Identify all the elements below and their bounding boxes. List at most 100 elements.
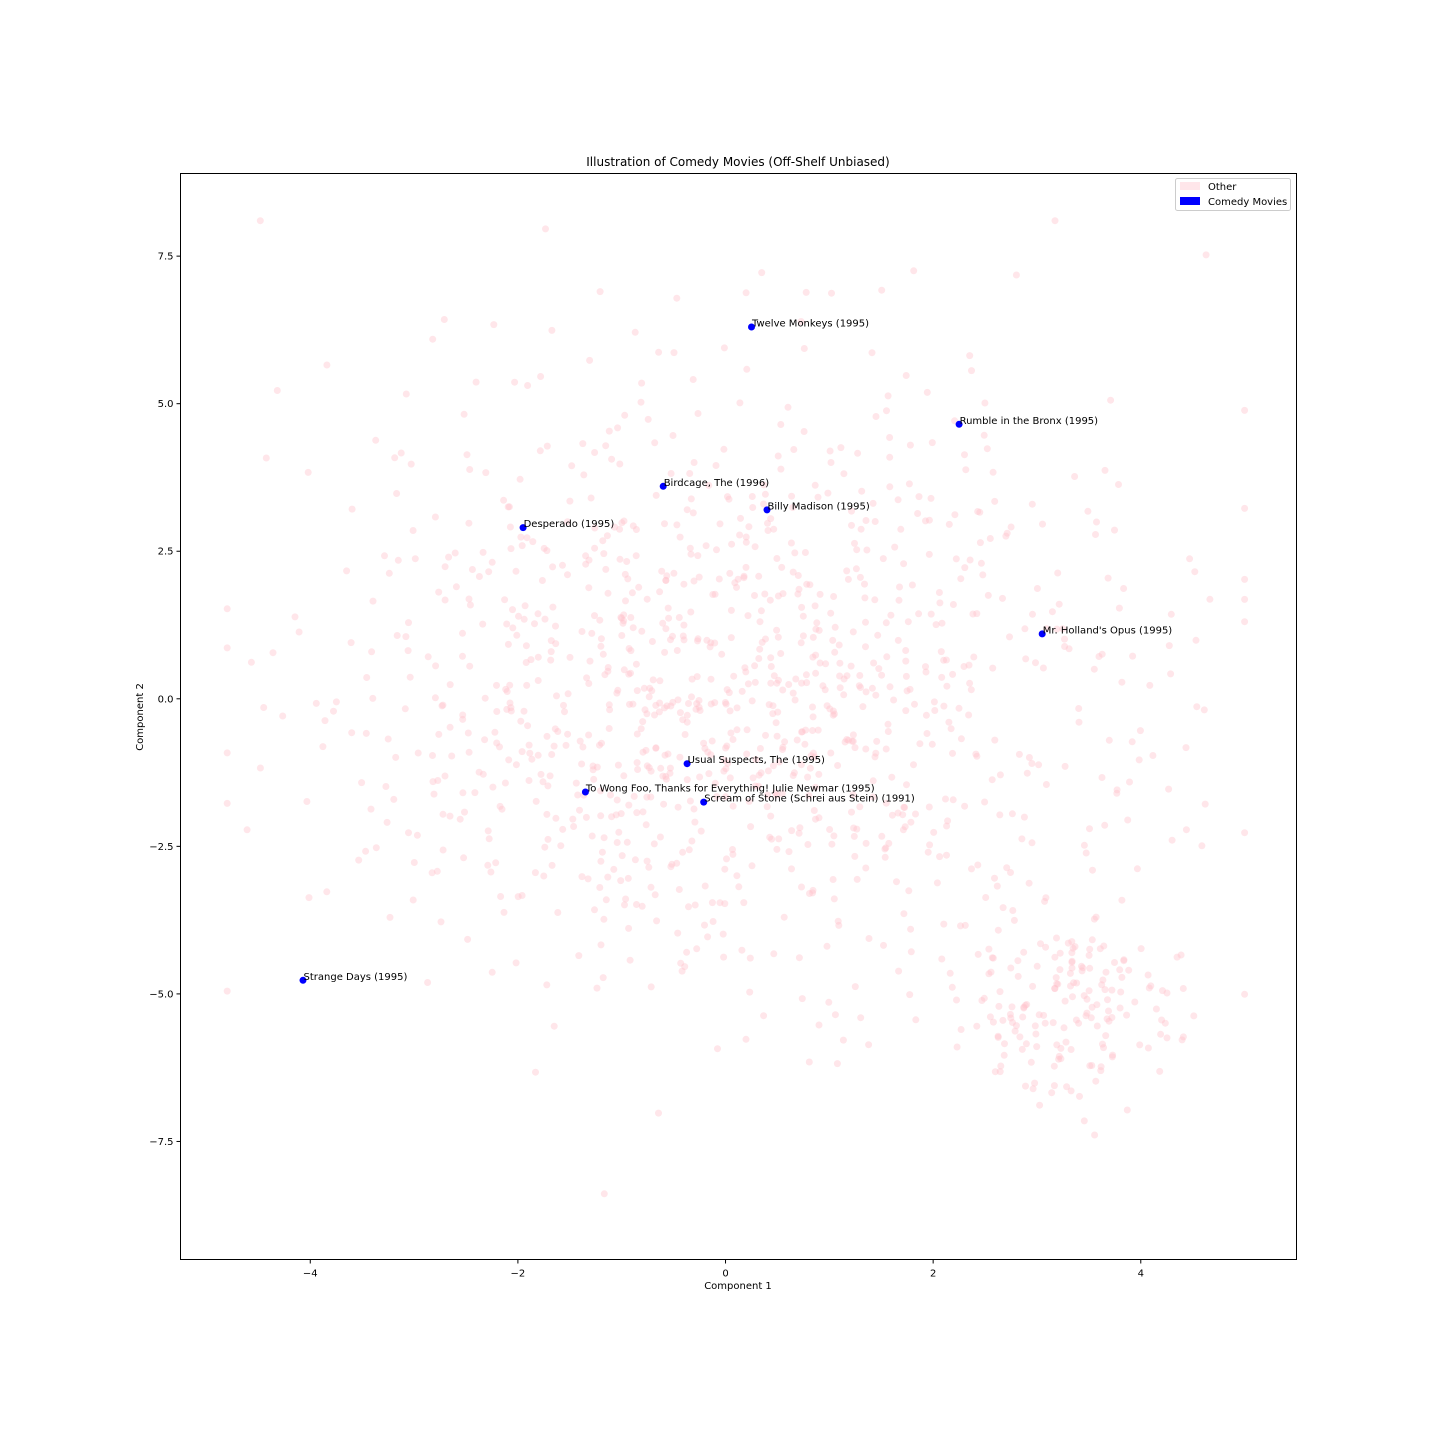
- other-point: [599, 650, 607, 658]
- other-point: [886, 453, 894, 461]
- other-point: [1103, 1015, 1111, 1023]
- other-point: [899, 811, 907, 819]
- other-point: [849, 731, 857, 739]
- other-point: [1116, 966, 1124, 974]
- other-point: [1149, 752, 1157, 759]
- other-point: [857, 1014, 865, 1022]
- other-point: [978, 997, 986, 1004]
- other-point: [1042, 894, 1050, 902]
- other-point: [321, 717, 329, 725]
- legend-box: [1175, 178, 1291, 211]
- other-point: [927, 610, 935, 618]
- other-point: [680, 580, 688, 588]
- other-point: [848, 521, 855, 529]
- other-point: [996, 771, 1004, 779]
- other-point: [775, 835, 783, 843]
- other-point: [797, 639, 805, 647]
- other-point: [757, 769, 765, 777]
- other-point: [481, 694, 489, 702]
- other-point: [1108, 1014, 1116, 1021]
- x-axis-label: Component 1: [704, 1281, 772, 1292]
- other-point: [922, 517, 929, 525]
- other-point: [1165, 642, 1173, 650]
- other-point: [645, 764, 653, 772]
- other-point: [547, 637, 555, 645]
- other-point: [588, 629, 596, 637]
- other-point: [736, 399, 744, 407]
- other-point: [1083, 1009, 1091, 1017]
- other-point: [760, 1012, 768, 1020]
- other-point: [901, 804, 908, 811]
- other-point: [903, 781, 910, 789]
- other-point: [705, 481, 713, 489]
- other-point: [1064, 939, 1072, 947]
- other-point: [827, 609, 835, 617]
- other-point: [600, 1190, 608, 1198]
- other-point: [1095, 653, 1103, 660]
- other-point: [706, 643, 714, 651]
- other-point: [1020, 1004, 1028, 1012]
- other-point: [805, 1058, 813, 1066]
- other-point: [667, 863, 675, 871]
- other-point: [1053, 625, 1061, 633]
- other-point: [766, 596, 774, 604]
- other-point: [760, 500, 768, 508]
- comedy-point-label: Strange Days (1995): [304, 972, 408, 983]
- other-point: [664, 604, 672, 612]
- other-point: [891, 543, 899, 551]
- other-point: [923, 388, 931, 396]
- other-point: [602, 565, 610, 573]
- other-point: [723, 742, 731, 750]
- other-point: [845, 736, 852, 744]
- other-point: [734, 575, 742, 583]
- other-point: [381, 552, 388, 560]
- other-point: [719, 930, 727, 938]
- other-point: [968, 865, 975, 873]
- other-point: [529, 538, 537, 546]
- other-point: [922, 711, 930, 719]
- other-point: [888, 773, 896, 781]
- other-point: [799, 632, 807, 640]
- other-point: [696, 707, 704, 714]
- other-point: [767, 812, 775, 820]
- other-point: [223, 749, 231, 757]
- other-point: [586, 356, 594, 364]
- other-point: [840, 470, 848, 478]
- other-point: [881, 845, 889, 853]
- other-point: [688, 675, 696, 683]
- other-point: [247, 658, 255, 666]
- comedy-point: [683, 760, 691, 768]
- other-point: [1076, 1092, 1083, 1100]
- other-point: [834, 762, 842, 769]
- other-point: [961, 921, 969, 929]
- other-point: [662, 625, 670, 633]
- other-point: [1067, 1046, 1075, 1053]
- other-point: [1068, 949, 1076, 957]
- other-point: [726, 774, 734, 782]
- other-point: [1043, 625, 1051, 633]
- other-point: [1028, 839, 1036, 847]
- other-point: [629, 700, 637, 708]
- other-point: [1158, 1016, 1166, 1024]
- other-point: [411, 555, 419, 563]
- other-point: [836, 659, 844, 667]
- other-point: [562, 741, 570, 749]
- other-point: [679, 716, 687, 724]
- other-point: [1123, 1106, 1131, 1114]
- other-point: [1088, 936, 1096, 944]
- other-point: [738, 946, 746, 954]
- other-point: [906, 685, 914, 693]
- other-point: [708, 899, 716, 907]
- other-point: [830, 832, 838, 840]
- other-point: [789, 568, 797, 576]
- other-point: [940, 920, 948, 928]
- other-point: [994, 1032, 1002, 1040]
- other-point: [778, 790, 786, 797]
- other-point: [1035, 1011, 1043, 1019]
- other-point: [857, 684, 864, 691]
- other-point: [775, 676, 782, 684]
- other-point: [785, 681, 793, 688]
- other-point: [801, 549, 809, 556]
- comedy-labels-layer: Twelve Monkeys (1995) Rumble in the Bronx…: [304, 319, 1173, 983]
